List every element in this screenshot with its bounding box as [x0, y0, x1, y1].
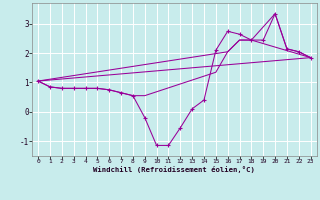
X-axis label: Windchill (Refroidissement éolien,°C): Windchill (Refroidissement éolien,°C) — [93, 166, 255, 173]
